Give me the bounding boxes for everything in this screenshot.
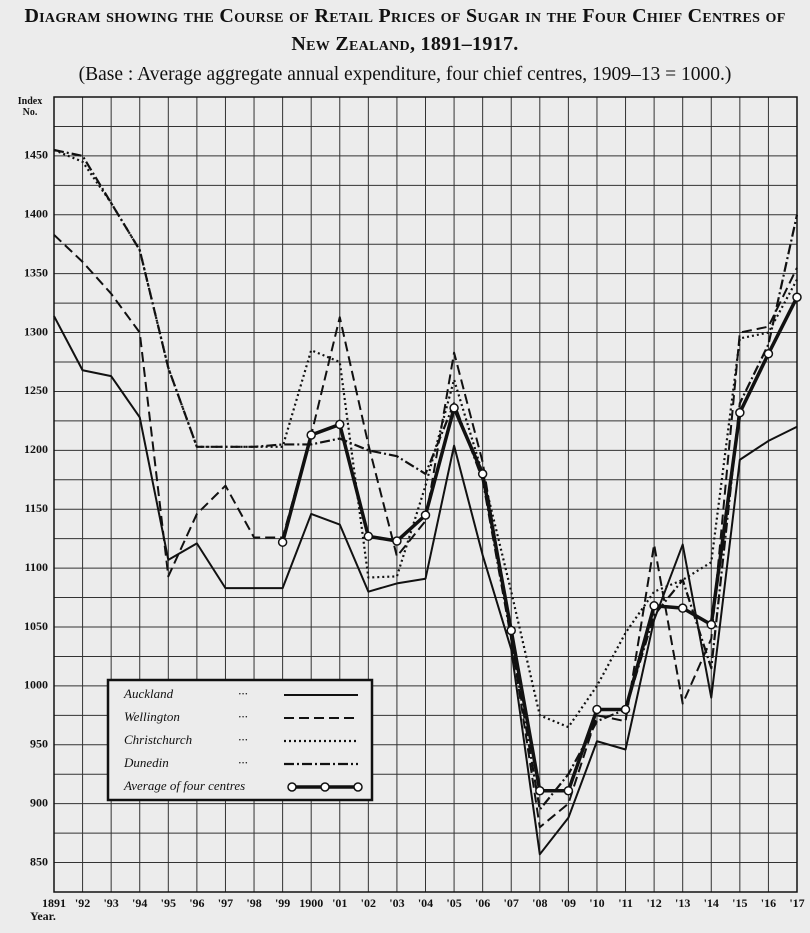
series-marker — [392, 536, 402, 546]
y-tick-label: 1150 — [25, 501, 48, 515]
x-tick-label: '12 — [646, 896, 661, 910]
x-tick-label: '02 — [361, 896, 376, 910]
legend-marker — [320, 782, 330, 792]
y-tick-label: 900 — [30, 795, 48, 809]
legend-marker — [353, 782, 363, 792]
legend-dots: ··· — [238, 709, 248, 724]
x-tick-label: '13 — [675, 896, 690, 910]
x-tick-label: '04 — [418, 896, 433, 910]
x-tick-label: '96 — [189, 896, 204, 910]
y-tick-label: 950 — [30, 737, 48, 751]
series-marker — [620, 704, 631, 715]
x-tick-label: '09 — [561, 896, 576, 910]
series-line — [53, 234, 798, 829]
legend-label: Dunedin — [123, 755, 169, 770]
x-tick-label: '95 — [161, 896, 176, 910]
chart-subtitle: (Base : Average aggregate annual expendi… — [78, 64, 732, 85]
x-tick-label: '92 — [75, 896, 90, 910]
series-marker — [420, 510, 431, 520]
x-tick-label: '94 — [132, 896, 147, 910]
x-tick-label: '10 — [589, 896, 604, 910]
legend-box — [106, 678, 374, 802]
series-marker — [306, 430, 316, 440]
legend-label: Auckland — [123, 686, 174, 701]
series-marker — [335, 419, 345, 430]
series-line — [53, 148, 799, 811]
x-tick-label: '08 — [532, 896, 547, 910]
plot-frame — [53, 96, 798, 893]
y-tick-label: 1100 — [25, 560, 48, 574]
series-marker — [563, 785, 574, 796]
legend-dots: ··· — [238, 686, 248, 701]
y-tick-label: 1300 — [24, 324, 48, 338]
series-marker — [763, 349, 774, 359]
series-marker — [677, 603, 688, 613]
y-tick-label: 1200 — [24, 442, 48, 456]
x-tick-label: '06 — [475, 896, 490, 910]
x-tick-label: '11 — [618, 896, 633, 910]
x-tick-label: '99 — [275, 896, 290, 910]
legend-label: Wellington — [124, 709, 180, 724]
chart-title: Diagram showing the Course of Retail Pri… — [24, 5, 786, 55]
series-marker — [592, 704, 602, 715]
y-tick-label: 850 — [30, 854, 48, 868]
y-tick-label: 1450 — [24, 148, 48, 162]
series-marker — [363, 531, 374, 542]
legend-dots: ··· — [238, 732, 248, 747]
legend-label: Average of four centres — [123, 778, 245, 793]
series-marker — [506, 625, 516, 636]
legend-dots: ··· — [238, 755, 248, 770]
y-tick-label: 1000 — [24, 678, 48, 692]
series-marker — [535, 785, 545, 796]
x-tick-label: '93 — [103, 896, 118, 910]
x-tick-label: '05 — [446, 896, 461, 910]
series-marker — [706, 619, 717, 630]
x-tick-label: '07 — [504, 896, 519, 910]
y-tick-label: 1400 — [24, 207, 48, 221]
series-marker — [792, 292, 802, 302]
x-tick-label: '16 — [761, 896, 776, 910]
x-tick-label: '01 — [332, 896, 347, 910]
series-marker — [277, 537, 288, 547]
x-tick-label: '17 — [789, 896, 804, 910]
y-tick-label: 1250 — [24, 383, 48, 397]
x-tick-label: '03 — [389, 896, 404, 910]
series-marker — [649, 601, 659, 611]
x-tick-label: '97 — [218, 896, 233, 910]
x-tick-label: '14 — [704, 896, 719, 910]
x-axis-label: Year. — [30, 909, 56, 923]
y-axis-label: Index No. — [17, 96, 43, 118]
y-tick-label: 1350 — [24, 265, 48, 279]
x-tick-label: 1900 — [299, 896, 323, 910]
y-tick-label: 1050 — [24, 619, 48, 633]
x-tick-label: 1891 — [42, 896, 66, 910]
legend-marker — [287, 782, 297, 792]
x-tick-label: '98 — [246, 896, 261, 910]
legend-label: Christchurch — [124, 732, 192, 747]
x-tick-label: '15 — [732, 896, 747, 910]
series-marker — [477, 469, 488, 479]
series-marker — [449, 403, 459, 413]
series-marker — [735, 407, 745, 418]
